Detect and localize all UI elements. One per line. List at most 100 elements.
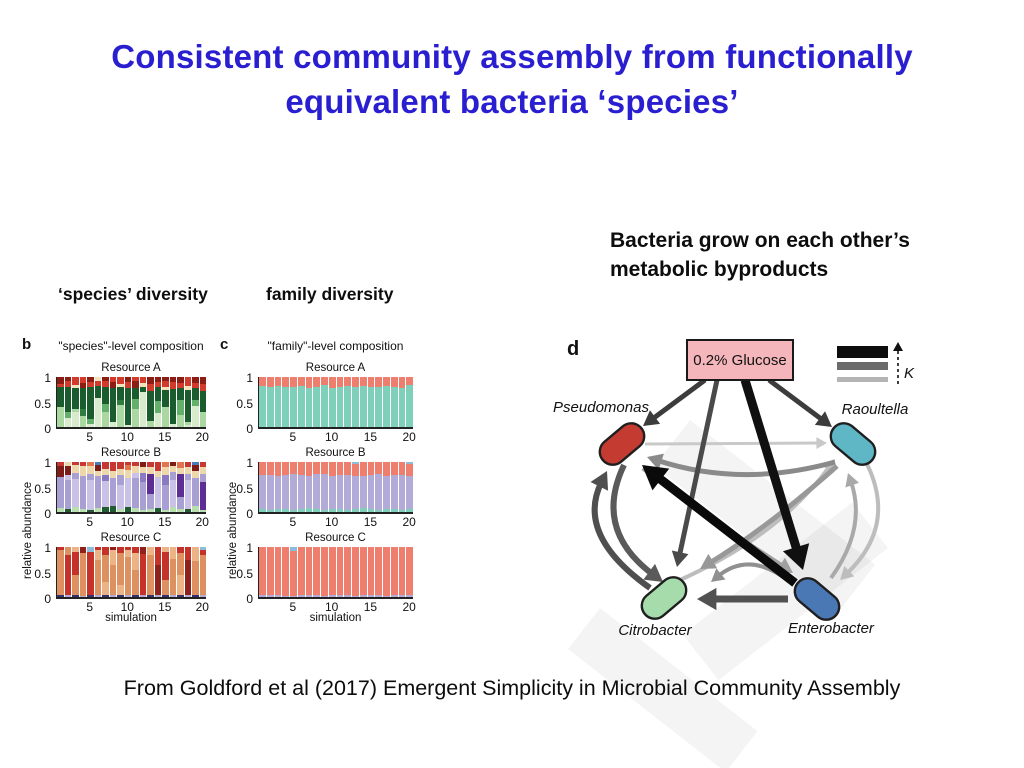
stacked-bar — [139, 377, 146, 427]
node-label-raoultella: Raoultella — [842, 401, 909, 418]
legend-flux-bar — [837, 377, 888, 382]
stacked-bar — [259, 462, 266, 512]
chart-title: Resource A — [101, 362, 161, 374]
stacked-bar — [336, 377, 344, 427]
metabolite-flow-arrow — [649, 377, 707, 422]
panel-species-composition: b "species"-level composition relative a… — [20, 336, 210, 627]
legend-arrowhead — [893, 342, 903, 351]
y-axis-ticks: 1 0.5 0 — [34, 456, 51, 521]
stacked-bar — [169, 547, 176, 597]
chart-block-b-resource-c: Resource C 1 0.5 0 5 10 15 20 simulation — [20, 532, 210, 624]
stacked-bar-chart-c-resource-b — [258, 462, 413, 514]
chart-title: Resource B — [305, 447, 366, 459]
arrowhead — [700, 553, 718, 569]
stacked-bar — [406, 377, 413, 427]
stacked-bar — [162, 377, 169, 427]
arrowhead — [816, 437, 827, 449]
node-label-pseudomonas: Pseudomonas — [553, 399, 649, 416]
stacked-bar — [305, 377, 313, 427]
stacked-bar — [359, 547, 367, 597]
metabolite-flow-arrow — [829, 480, 858, 580]
y-axis-ticks: 1 0.5 0 — [34, 371, 51, 436]
stacked-bar — [352, 547, 359, 597]
legend-flux-bar — [837, 346, 888, 358]
stacked-bar — [398, 462, 406, 512]
stacked-bar — [274, 547, 282, 597]
stacked-bar — [290, 377, 297, 427]
stacked-bar — [297, 547, 305, 597]
heading-family-diversity: family diversity — [266, 284, 394, 304]
stacked-bar-chart-b-resource-a — [56, 377, 206, 429]
chart-block-b-resource-b: Resource B 1 0.5 0 5 10 15 20 — [20, 447, 210, 529]
node-enterobacter — [793, 577, 841, 621]
stacked-bar — [344, 462, 351, 512]
node-label-citrobacter: Citrobacter — [618, 622, 692, 639]
arrowhead — [643, 563, 663, 582]
x-axis-ticks: 5 10 15 20 — [86, 600, 209, 614]
panel-title-b: "species"-level composition — [58, 339, 204, 353]
annotation-text: Bacteria grow on each other’s metabolic b… — [610, 226, 910, 284]
stacked-bar — [147, 547, 154, 597]
arrowhead — [647, 453, 664, 470]
x-axis-label: simulation — [105, 612, 157, 624]
stacked-bar — [139, 547, 146, 597]
stacked-bar — [109, 377, 116, 427]
stacked-bar — [109, 462, 116, 512]
stacked-bar — [390, 462, 398, 512]
stacked-bar — [328, 547, 336, 597]
stacked-bar — [344, 377, 351, 427]
stacked-bar — [259, 377, 266, 427]
annotation-line2: metabolic byproducts — [610, 258, 829, 281]
stacked-bar — [375, 547, 382, 597]
stacked-bar — [192, 377, 199, 427]
stacked-bar — [336, 462, 344, 512]
stacked-bar — [406, 547, 413, 597]
stacked-bar — [177, 547, 184, 597]
x-axis-ticks: 5 10 15 20 — [289, 430, 416, 444]
node-raoultella — [829, 422, 877, 466]
stacked-bar — [109, 547, 116, 597]
stacked-bar — [94, 462, 101, 512]
stacked-bar — [102, 377, 109, 427]
stacked-bar — [147, 377, 154, 427]
legend-k-label: K — [904, 365, 915, 382]
stacked-bar — [266, 377, 274, 427]
stacked-bar — [328, 377, 336, 427]
chart-block-c-resource-a: Resource A 1 0.5 0 5 10 15 20 — [218, 362, 418, 444]
arrowhead — [845, 473, 859, 488]
stacked-bar — [132, 547, 139, 597]
chart-block-b-resource-a: Resource A 1 0.5 0 5 10 15 20 — [20, 362, 210, 444]
stacked-bar — [184, 547, 191, 597]
panel-title-c: "family"-level composition — [267, 339, 404, 353]
stacked-bar — [313, 377, 320, 427]
stacked-bar — [94, 377, 101, 427]
stacked-bar — [383, 462, 390, 512]
stacked-bar — [367, 377, 375, 427]
stacked-bar — [154, 547, 161, 597]
stacked-bar — [321, 547, 328, 597]
stacked-bar — [192, 462, 199, 512]
metabolite-flow-arrow — [707, 464, 839, 566]
stacked-bar — [375, 377, 382, 427]
stacked-bar — [328, 462, 336, 512]
stacked-bar — [184, 462, 191, 512]
stacked-bar — [79, 547, 86, 597]
stacked-bar — [344, 547, 351, 597]
stacked-bar — [102, 547, 109, 597]
stacked-bar — [154, 462, 161, 512]
stacked-bar — [87, 377, 94, 427]
metabolite-flow-arrow — [845, 463, 881, 576]
stacked-bar — [57, 462, 64, 512]
metabolic-interaction-network: Pseudomonas Raoultella Citrobacter Enteroba… — [553, 339, 915, 639]
metabolite-flow-arrow — [767, 377, 826, 423]
stacked-bar — [367, 462, 375, 512]
stacked-bar — [117, 377, 124, 427]
stacked-bar — [390, 377, 398, 427]
stacked-bar — [124, 377, 131, 427]
stacked-bar — [383, 547, 390, 597]
stacked-bar — [94, 547, 101, 597]
stacked-bar — [336, 547, 344, 597]
stacked-bar — [79, 377, 86, 427]
stacked-bar-chart-c-resource-a — [258, 377, 413, 429]
